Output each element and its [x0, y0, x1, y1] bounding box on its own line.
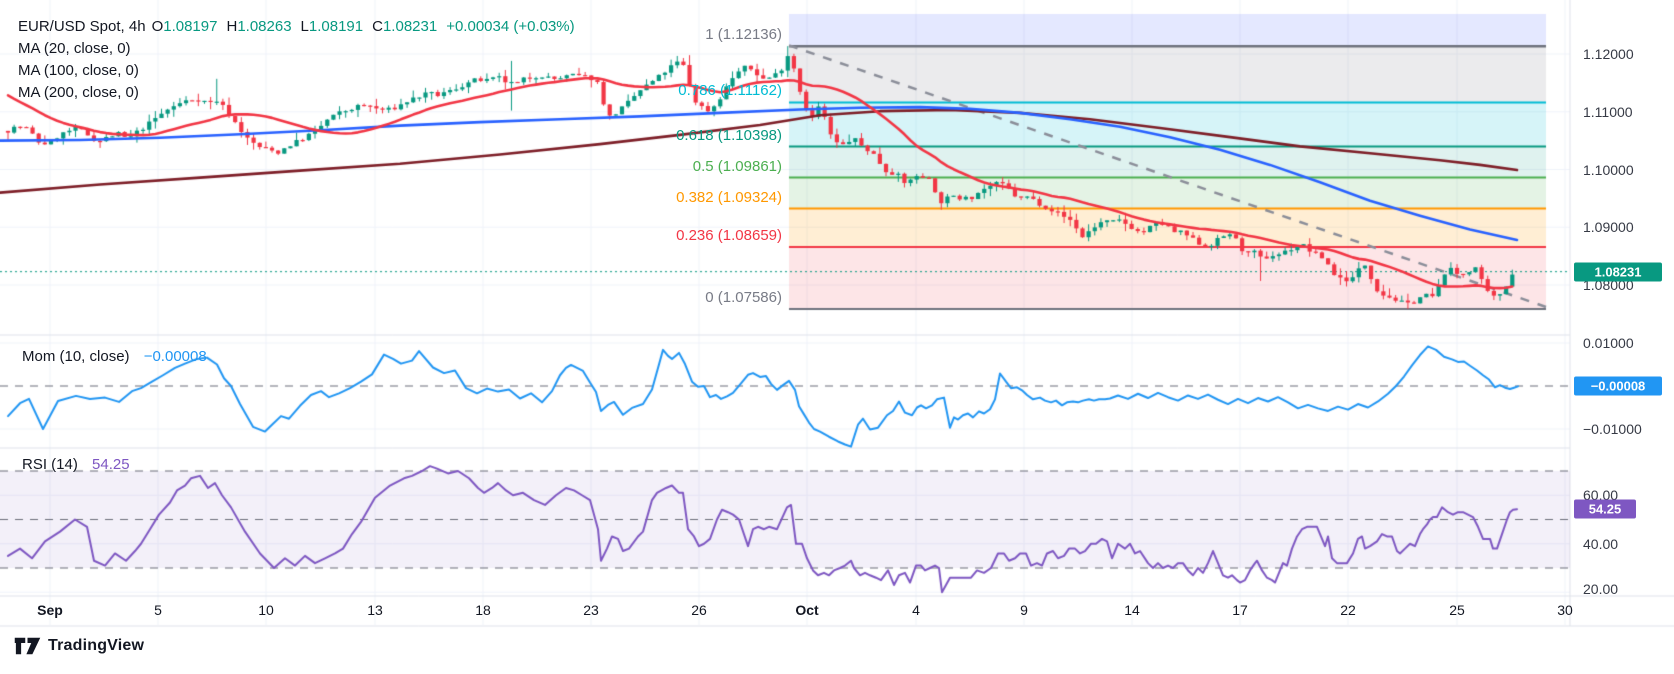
- time-tick: 5: [154, 602, 162, 618]
- low-label: L: [300, 18, 309, 35]
- time-tick: Oct: [795, 602, 819, 618]
- time-tick: 22: [1340, 602, 1356, 618]
- time-tick: 10: [258, 602, 274, 618]
- price-tick: 1.08000: [1583, 277, 1634, 293]
- time-tick: 26: [691, 602, 707, 618]
- symbol-title: EUR/USD Spot, 4h: [18, 18, 146, 35]
- time-tick: 14: [1124, 602, 1140, 618]
- time-tick: 4: [912, 602, 920, 618]
- symbol-ohlc-row: EUR/USD Spot, 4h O1.08197 H1.08263 L1.08191…: [18, 16, 581, 38]
- low-value: 1.08191: [308, 18, 364, 35]
- ma100-legend[interactable]: MA (100, close, 0): [18, 62, 139, 79]
- high-label: H: [226, 18, 238, 35]
- time-tick: 13: [367, 602, 383, 618]
- time-tick: 17: [1232, 602, 1248, 618]
- high-value: 1.08263: [237, 18, 292, 35]
- time-tick: 23: [583, 602, 599, 618]
- rsi-tick: 40.00: [1583, 535, 1619, 552]
- rsi-tick: 20.00: [1583, 581, 1619, 597]
- ma200-legend[interactable]: MA (200, close, 0): [18, 84, 139, 101]
- time-tick: 30: [1557, 602, 1573, 618]
- time-tick: Sep: [37, 602, 63, 618]
- price-tick: 1.09000: [1583, 219, 1634, 236]
- price-tick: 1.12000: [1583, 46, 1634, 62]
- price-tick: 1.11000: [1583, 103, 1633, 120]
- momentum-tick: −0.01000: [1583, 421, 1642, 437]
- price-tick: 1.10000: [1583, 161, 1634, 178]
- momentum-value: −0.00008: [143, 348, 207, 365]
- momentum-tick: 0.01000: [1583, 335, 1634, 351]
- open-value: 1.08197: [163, 18, 218, 35]
- rsi-label: RSI (14): [22, 456, 78, 473]
- momentum-label: Mom (10, close): [22, 348, 130, 365]
- rsi-value: 54.25: [92, 456, 130, 473]
- close-label: C: [372, 18, 383, 35]
- time-tick: 18: [475, 602, 491, 618]
- time-tick: 9: [1020, 602, 1028, 618]
- tradingview-logo-icon: [14, 637, 41, 655]
- momentum-legend[interactable]: Mom (10, close) −0.00008: [22, 348, 207, 365]
- change-value: +0.00034 (+0.03%): [446, 18, 575, 35]
- ma20-legend[interactable]: MA (20, close, 0): [18, 40, 131, 57]
- rsi-tick: 60.00: [1583, 487, 1619, 504]
- open-label: O: [151, 18, 164, 35]
- tradingview-logo[interactable]: TradingView: [14, 636, 144, 656]
- time-tick: 25: [1449, 602, 1465, 618]
- rsi-legend[interactable]: RSI (14) 54.25: [22, 456, 130, 473]
- close-value: 1.08231: [382, 18, 438, 35]
- tradingview-logo-text: TradingView: [48, 637, 145, 654]
- chart-legend[interactable]: EUR/USD Spot, 4h O1.08197 H1.08263 L1.08191…: [18, 16, 581, 104]
